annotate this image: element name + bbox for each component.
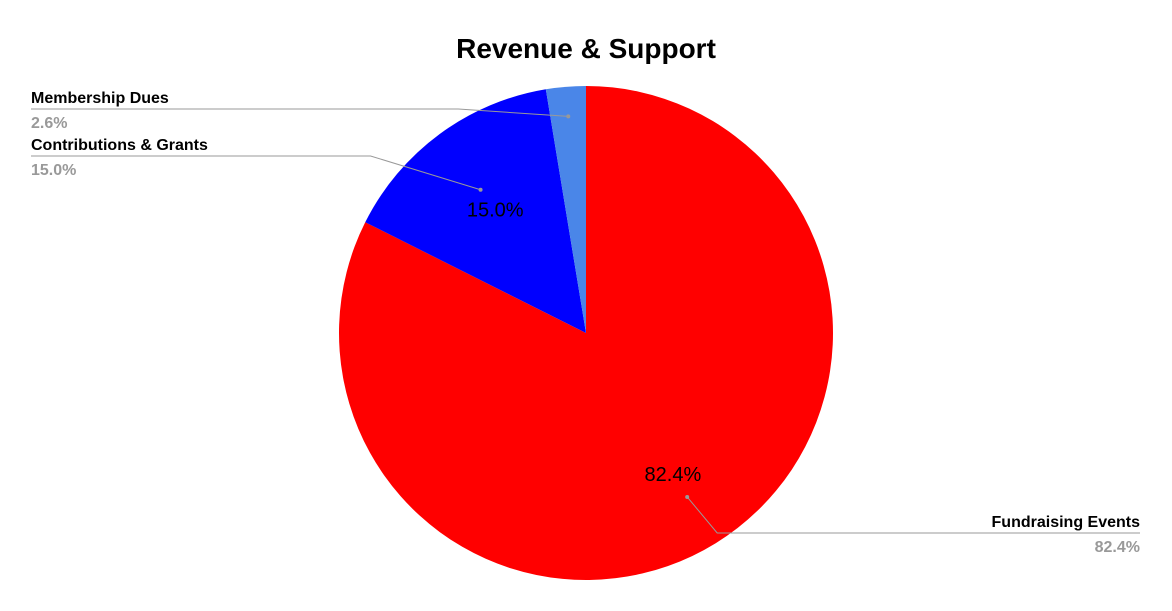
slice-value-label: 82.4% [645, 464, 702, 486]
slice-value-labels: 82.4% 15.0% [467, 200, 702, 486]
leader-line [31, 108, 569, 117]
leader-lines [31, 108, 1140, 534]
leader-line [686, 496, 1140, 534]
callout-percent-label: 82.4% [1095, 539, 1140, 556]
callout-percent-label: 2.6% [31, 115, 67, 132]
callout-category-label: Fundraising Events [992, 514, 1141, 531]
leader-line [31, 155, 481, 191]
slice-value-label: 15.0% [467, 200, 524, 222]
callout-category-label: Membership Dues [31, 90, 169, 107]
pie-slices [339, 86, 834, 580]
pie-slice-contributions-grants[interactable] [365, 89, 586, 333]
callout-category-label: Contributions & Grants [31, 137, 208, 154]
slice-callout-labels: Fundraising Events 82.4% Contributions & G… [31, 90, 1140, 556]
chart-title: Revenue & Support [456, 33, 716, 64]
callout-percent-label: 15.0% [31, 162, 76, 179]
pie-slice-membership-dues[interactable] [545, 86, 586, 333]
pie-slice-fundraising-events[interactable] [339, 86, 834, 580]
